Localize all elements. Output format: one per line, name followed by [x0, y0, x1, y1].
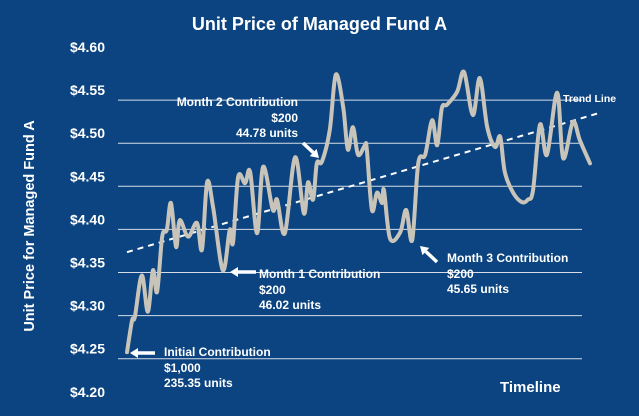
x-axis-title: Timeline — [500, 379, 561, 396]
chart-title: Unit Price of Managed Fund A — [191, 14, 448, 34]
annotation-amount: $1,000 — [164, 360, 201, 375]
y-tick-label: $4.25 — [70, 341, 105, 357]
y-tick-label: $4.20 — [70, 384, 105, 400]
annotation-arrows — [130, 141, 439, 358]
arrow-shaft — [424, 250, 439, 264]
annotation-amount: $200 — [271, 110, 298, 125]
annotation-title: Month 3 Contribution — [447, 251, 569, 265]
annotation-month3: Month 3 Contribution $200 45.65 units — [447, 251, 568, 298]
annotation-units: 44.78 units — [235, 126, 298, 140]
y-tick-label: $4.40 — [70, 211, 105, 227]
annotation-month2: Month 2 Contribution $200 44.78 units — [160, 95, 298, 142]
arrow-month2-contribution — [301, 141, 319, 158]
annotation-title: Initial Contribution — [164, 345, 271, 359]
annotation-month1: Month 1 Contribution $200 46.02 units — [259, 267, 380, 314]
annotation-initial: Initial Contribution $1,000 235.35 units — [164, 345, 271, 392]
y-tick-label: $4.50 — [70, 125, 105, 141]
y-tick-label: $4.45 — [70, 168, 105, 184]
arrow-head — [309, 148, 319, 158]
annotation-units: 235.35 units — [164, 376, 233, 390]
y-tick-label: $4.60 — [70, 39, 105, 55]
arrow-month1-contribution — [230, 267, 256, 277]
annotation-amount: $200 — [259, 282, 286, 297]
arrow-initial-contribution — [130, 348, 155, 358]
arrow-shaft — [301, 141, 315, 154]
y-tick-label: $4.55 — [70, 82, 105, 98]
arrow-head — [130, 348, 138, 358]
annotation-units: 46.02 units — [259, 298, 322, 312]
annotation-amount: $200 — [447, 266, 474, 281]
arrow-head — [420, 246, 430, 256]
y-axis-ticks: $4.60 $4.55 $4.50 $4.45 $4.40 $4.35 $4.30 $4.25… — [70, 39, 105, 400]
trend-line-label: Trend Line — [563, 93, 617, 105]
annotation-title: Month 1 Contribution — [259, 267, 381, 281]
arrow-month3-contribution — [420, 246, 439, 264]
series-line-unit-price — [125, 69, 592, 355]
annotation-units: 45.65 units — [447, 282, 510, 296]
y-axis-title: Unit Price for Managed Fund A — [22, 120, 38, 332]
arrow-head — [230, 267, 238, 277]
y-tick-label: $4.35 — [70, 255, 105, 271]
annotation-title: Month 2 Contribution — [176, 95, 298, 109]
y-tick-label: $4.30 — [70, 298, 105, 314]
